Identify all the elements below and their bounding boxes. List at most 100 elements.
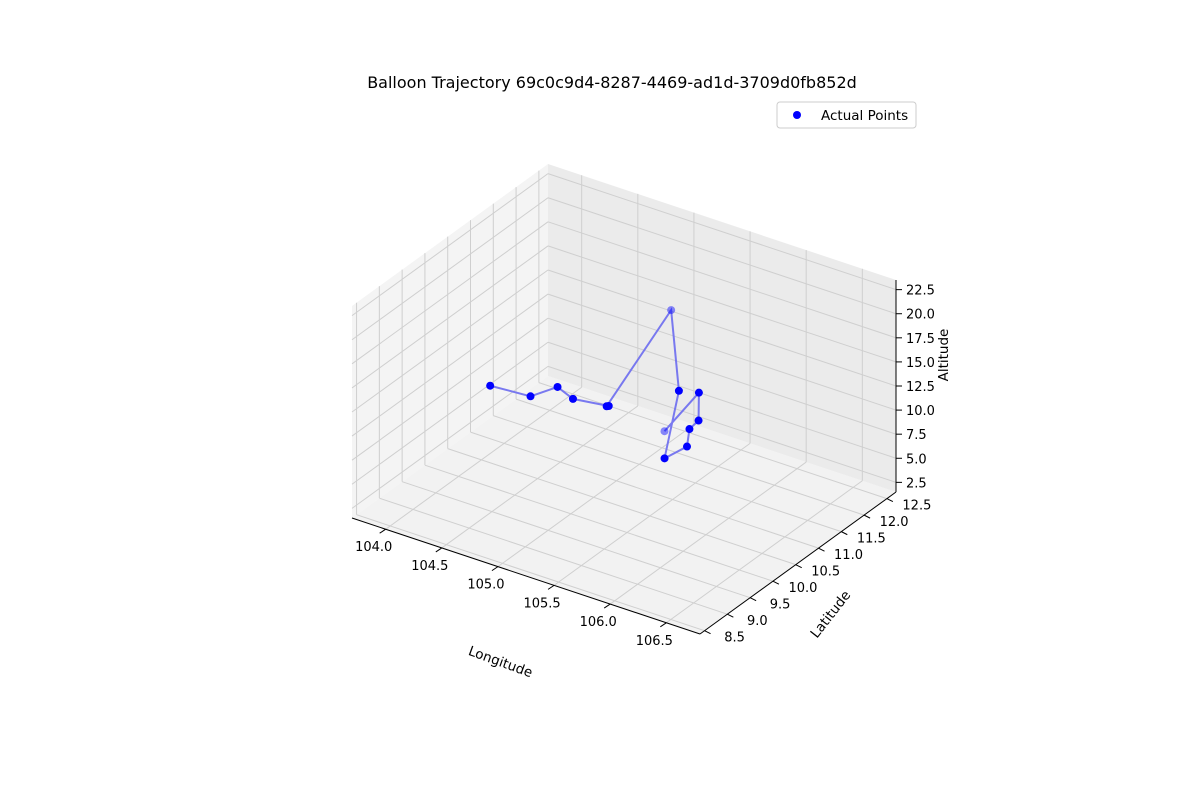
data-point — [604, 401, 613, 410]
chart-title: Balloon Trajectory 69c0c9d4-8287-4469-ad… — [367, 73, 857, 92]
y-tick-mark — [704, 630, 711, 635]
z-tick-label: 15.0 — [906, 356, 935, 371]
y-grid-line-floor — [424, 464, 774, 582]
y-tick-mark — [749, 597, 757, 602]
z-grid-line-back — [547, 293, 897, 411]
x-grid-line-floor — [385, 386, 582, 530]
y-tick-mark — [727, 613, 734, 618]
legend-label: Actual Points — [821, 108, 908, 124]
data-point — [674, 386, 683, 395]
x-tick-mark — [660, 622, 667, 628]
z-tick-label: 22.5 — [906, 284, 935, 299]
z-axis-label: Altitude — [936, 329, 952, 382]
x-grid-line-floor — [441, 405, 639, 549]
y-grid-line-floor — [470, 431, 819, 549]
z-grid-line-side — [351, 173, 549, 317]
data-point — [568, 394, 577, 403]
x-tick-mark — [603, 603, 611, 609]
y-tick-label: 12.0 — [880, 515, 909, 530]
z-grid-line-back — [547, 341, 897, 459]
y-grid-line-floor — [401, 481, 751, 599]
tick-labels: 104.0 104.5 105.0 105.5 106.0 106.5 8.59.09.5 1… — [355, 284, 935, 649]
data-point — [694, 416, 703, 425]
data-point — [660, 427, 669, 436]
z-grid-line-side — [351, 221, 549, 365]
x-tick-label: 106.0 — [580, 615, 617, 630]
y-grid-line-floor — [493, 415, 842, 533]
y-axis-line — [699, 491, 897, 635]
y-tick-label: 11.5 — [857, 532, 886, 547]
z-tick-label: 12.5 — [906, 380, 935, 395]
y-tick-mark — [886, 498, 894, 503]
y-tick-mark — [863, 514, 871, 519]
x-axis-label: Longitude — [466, 643, 535, 681]
z-grid-line-back — [547, 221, 897, 339]
data-point — [685, 425, 694, 434]
y-grid-line-floor — [356, 514, 705, 632]
trajectory-series — [486, 306, 703, 463]
x-tick-mark — [379, 528, 386, 534]
data-point — [553, 382, 562, 391]
x-grid-line-floor — [666, 480, 863, 624]
y-tick-label: 12.5 — [902, 499, 931, 514]
y-tick-label: 8.5 — [724, 631, 745, 646]
z-tick-label: 10.0 — [906, 404, 935, 419]
grid-lines — [351, 170, 897, 632]
z-grid-line-back — [547, 245, 897, 363]
z-tick-label: 5.0 — [906, 452, 927, 467]
z-grid-line-back — [547, 365, 897, 483]
z-grid-line-side — [351, 293, 549, 437]
x-tick-label: 106.5 — [636, 634, 673, 649]
y-grid-line-floor — [538, 382, 888, 500]
z-tick-label: 20.0 — [906, 308, 935, 323]
y-grid-line-floor — [515, 398, 865, 516]
x-tick-label: 104.5 — [411, 559, 448, 574]
z-tick-label: 2.5 — [906, 476, 927, 491]
z-grid-line-side — [351, 245, 549, 389]
x-tick-label: 104.0 — [355, 540, 392, 555]
y-grid-line-floor — [447, 448, 796, 566]
y-tick-label: 9.0 — [747, 614, 768, 629]
x-grid-line-floor — [553, 442, 751, 586]
y-tick-label: 10.0 — [788, 581, 817, 596]
z-grid-line-side — [351, 197, 549, 341]
z-tick-label: 17.5 — [906, 332, 935, 347]
y-tick-mark — [772, 580, 780, 585]
z-tick-label: 7.5 — [906, 428, 927, 443]
z-grid-line-side — [351, 317, 549, 461]
z-grid-line-side — [351, 269, 549, 413]
z-grid-line-back — [547, 317, 897, 435]
legend-box — [776, 101, 917, 129]
y-tick-mark — [795, 564, 802, 569]
y-tick-label: 10.5 — [811, 565, 840, 580]
y-tick-mark — [818, 547, 825, 552]
y-tick-mark — [841, 531, 848, 536]
data-point — [486, 381, 495, 390]
x-tick-mark — [435, 547, 443, 553]
x-axis-line — [351, 517, 701, 635]
floor-pane — [352, 376, 896, 634]
data-point — [683, 442, 692, 451]
z-grid-line-back — [547, 269, 897, 387]
y-grid-line-floor — [379, 497, 728, 615]
y-tick-label: 9.5 — [770, 598, 791, 613]
x-tick-mark — [547, 584, 555, 590]
data-point — [667, 306, 676, 315]
data-point — [660, 454, 669, 463]
x-tick-mark — [491, 566, 499, 572]
x-tick-label: 105.0 — [467, 578, 504, 593]
y-tick-label: 11.0 — [834, 548, 863, 563]
x-grid-line-floor — [609, 461, 807, 605]
data-point — [694, 388, 703, 397]
x-grid-line-floor — [497, 424, 695, 568]
legend-marker — [793, 111, 801, 119]
z-grid-line-side — [351, 365, 549, 509]
legend: Actual Points — [776, 101, 917, 129]
z-grid-line-back — [547, 173, 897, 291]
z-grid-line-back — [547, 197, 897, 315]
z-grid-line-side — [351, 341, 549, 485]
data-point — [526, 392, 535, 401]
x-tick-label: 105.5 — [523, 596, 560, 611]
